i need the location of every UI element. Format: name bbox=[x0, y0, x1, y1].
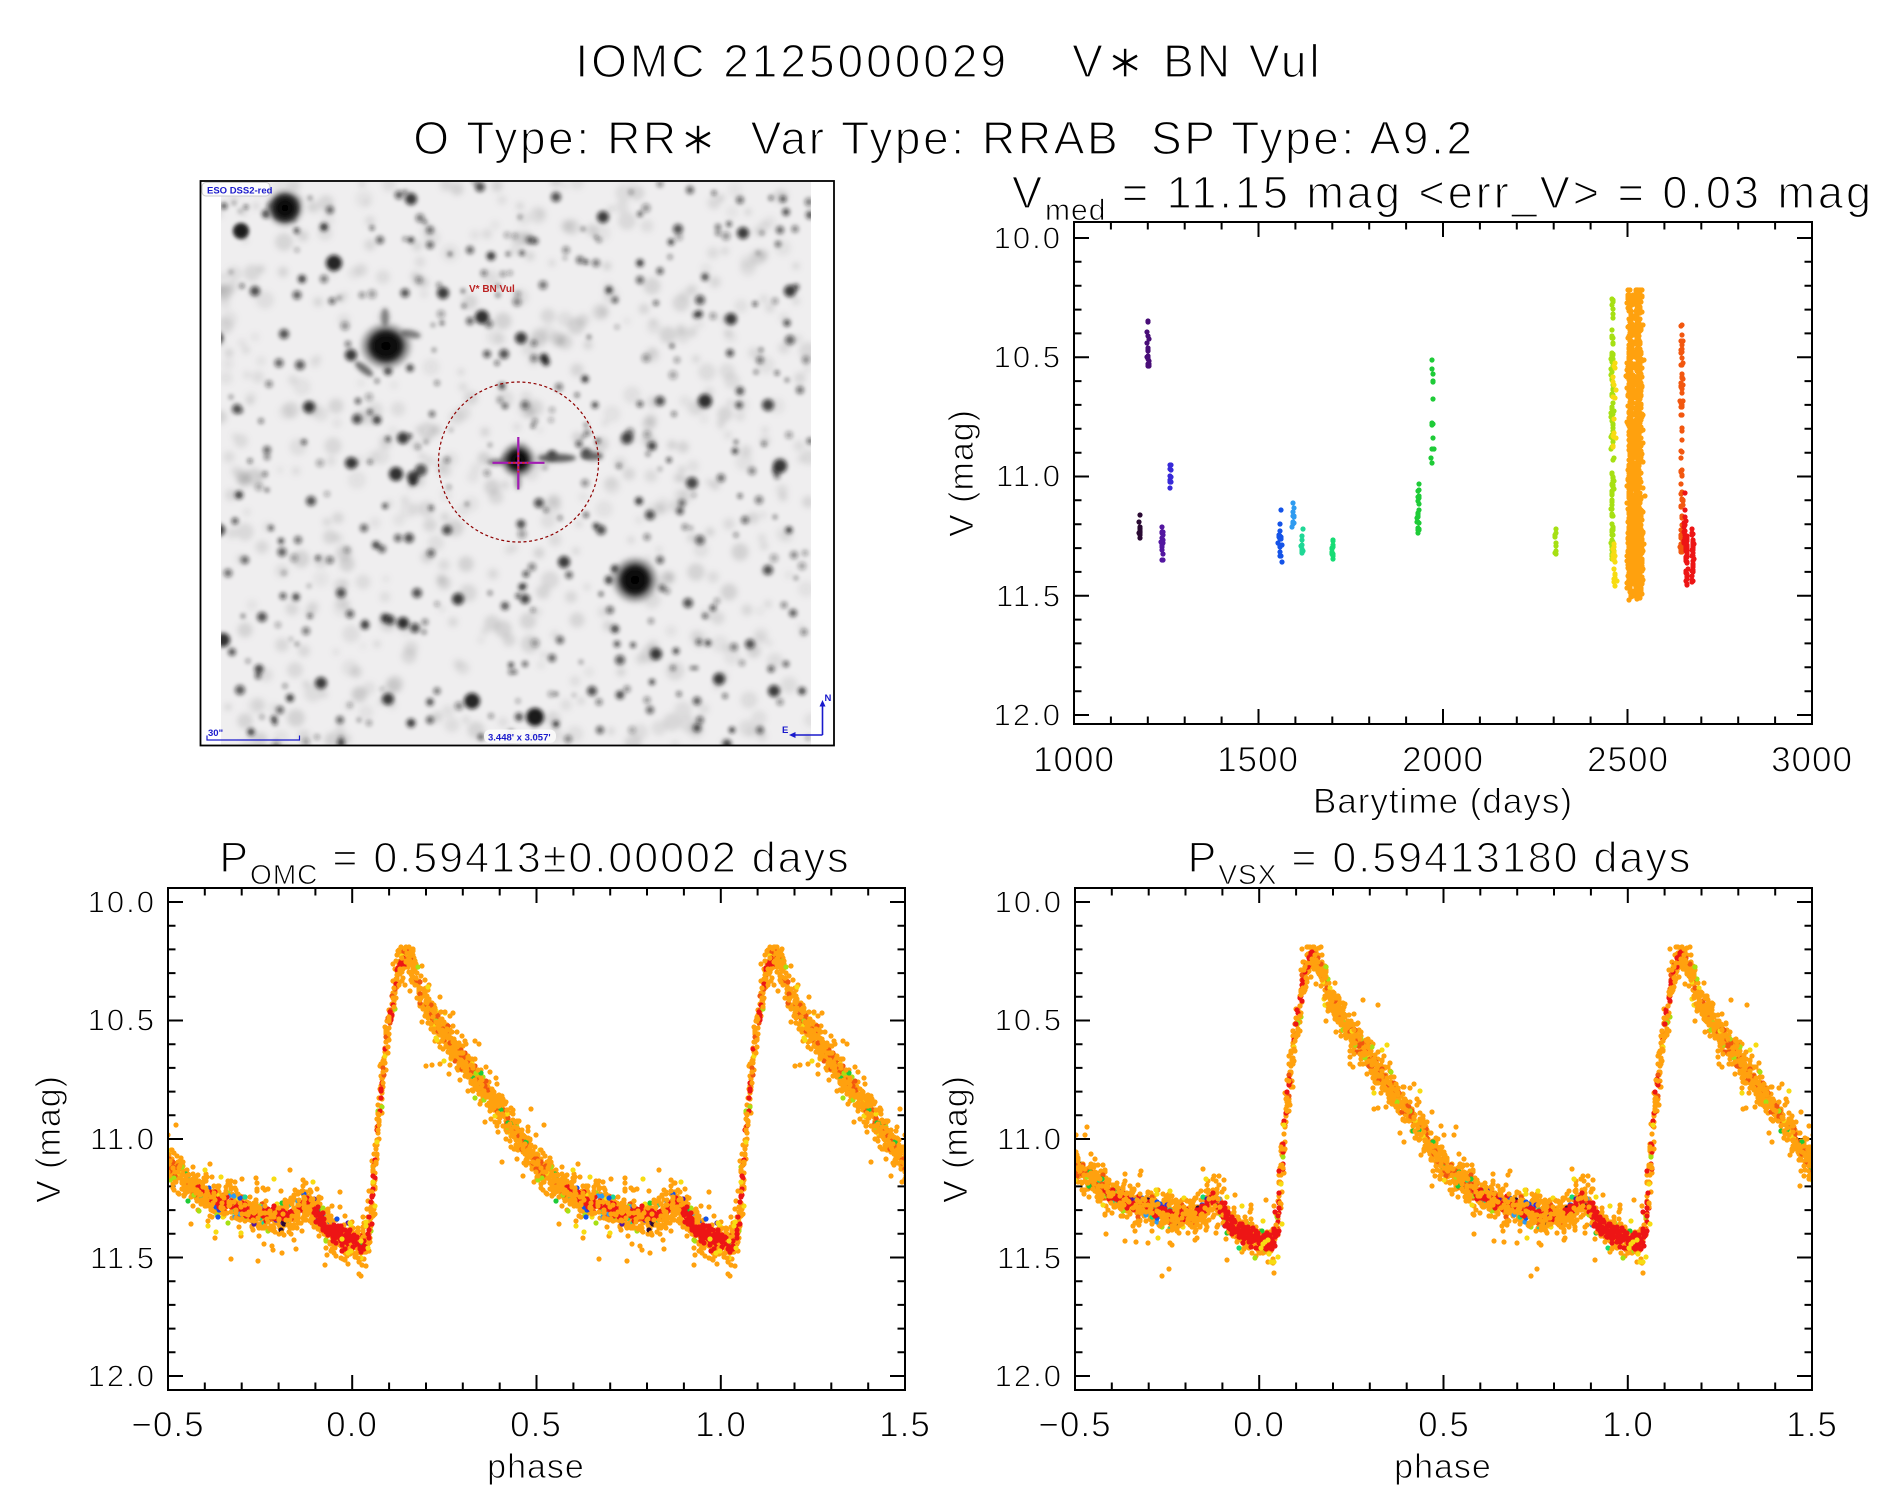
svg-text:1000: 1000 bbox=[1033, 741, 1115, 780]
svg-text:11.5: 11.5 bbox=[90, 1241, 156, 1276]
svg-text:POMC = 0.59413±0.00002 days: POMC = 0.59413±0.00002 days bbox=[219, 834, 850, 890]
svg-text:3.448' x 3.057': 3.448' x 3.057' bbox=[488, 733, 551, 744]
svg-text:V (mag): V (mag) bbox=[943, 409, 981, 537]
svg-text:10.0: 10.0 bbox=[995, 885, 1063, 920]
svg-text:11.0: 11.0 bbox=[90, 1122, 156, 1157]
svg-text:1.0: 1.0 bbox=[1602, 1406, 1654, 1445]
svg-text:2500: 2500 bbox=[1587, 741, 1669, 780]
svg-text:10.5: 10.5 bbox=[994, 340, 1062, 375]
svg-text:−0.5: −0.5 bbox=[1038, 1406, 1111, 1445]
svg-text:12.0: 12.0 bbox=[995, 1359, 1063, 1394]
svg-text:10.5: 10.5 bbox=[88, 1003, 156, 1038]
svg-text:11.0: 11.0 bbox=[996, 459, 1062, 494]
svg-text:0.5: 0.5 bbox=[1418, 1406, 1470, 1445]
svg-text:PVSX = 0.59413180 days: PVSX = 0.59413180 days bbox=[1188, 834, 1693, 890]
svg-text:0.0: 0.0 bbox=[1233, 1406, 1285, 1445]
svg-text:12.0: 12.0 bbox=[994, 698, 1062, 733]
svg-text:−0.5: −0.5 bbox=[131, 1406, 204, 1445]
svg-text:10.0: 10.0 bbox=[994, 221, 1062, 256]
svg-text:1500: 1500 bbox=[1217, 741, 1299, 780]
svg-text:1.5: 1.5 bbox=[1786, 1406, 1838, 1445]
svg-text:11.5: 11.5 bbox=[996, 579, 1062, 614]
svg-text:E: E bbox=[782, 725, 788, 736]
svg-text:0.5: 0.5 bbox=[510, 1406, 562, 1445]
svg-text:30": 30" bbox=[208, 728, 223, 739]
svg-text:Barytime (days): Barytime (days) bbox=[1313, 782, 1573, 821]
svg-text:V (mag): V (mag) bbox=[937, 1075, 975, 1203]
svg-text:10.0: 10.0 bbox=[88, 885, 156, 920]
svg-text:1.0: 1.0 bbox=[695, 1406, 747, 1445]
svg-text:phase: phase bbox=[487, 1448, 585, 1486]
svg-text:10.5: 10.5 bbox=[995, 1003, 1063, 1038]
svg-text:V* BN Vul: V* BN Vul bbox=[469, 284, 515, 295]
svg-text:ESO DSS2-red: ESO DSS2-red bbox=[207, 186, 273, 197]
svg-text:11.5: 11.5 bbox=[997, 1241, 1063, 1276]
svg-text:11.0: 11.0 bbox=[997, 1122, 1063, 1157]
svg-text:V (mag): V (mag) bbox=[30, 1075, 68, 1203]
svg-text:N: N bbox=[825, 693, 832, 704]
svg-text:1.5: 1.5 bbox=[879, 1406, 931, 1445]
svg-text:IOMC 2125000029 V∗ BN Vul: IOMC 2125000029 V∗ BN Vul bbox=[575, 35, 1322, 87]
svg-text:phase: phase bbox=[1394, 1448, 1492, 1486]
svg-text:3000: 3000 bbox=[1771, 741, 1853, 780]
svg-text:Vmed = 11.15 mag <err_V> =: Vmed = 11.15 mag <err_V> = 0.03 mag bbox=[1012, 167, 1874, 227]
svg-text:12.0: 12.0 bbox=[88, 1359, 156, 1394]
svg-text:2000: 2000 bbox=[1402, 741, 1484, 780]
svg-text:O Type: RR∗ Var Type: RRAB S: O Type: RR∗ Var Type: RRAB SP Type: A9.2 bbox=[413, 112, 1474, 164]
svg-text:0.0: 0.0 bbox=[326, 1406, 378, 1445]
